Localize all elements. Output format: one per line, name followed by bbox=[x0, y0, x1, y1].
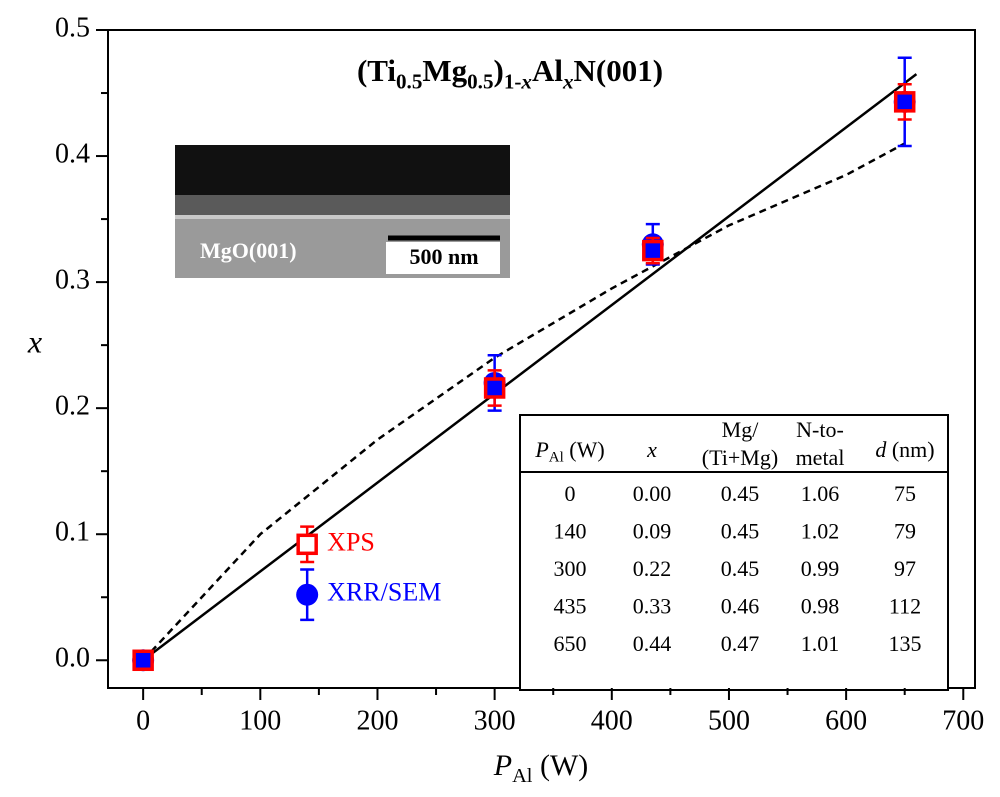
x-tick-label: 400 bbox=[591, 705, 633, 736]
table-cell: 0.46 bbox=[721, 594, 760, 619]
table-header: PAl (W) bbox=[534, 437, 604, 466]
sem-inset: MgO(001) 500 nm bbox=[175, 145, 510, 278]
text-part: P bbox=[493, 749, 512, 782]
table-cell: 135 bbox=[889, 631, 922, 656]
table-cell: 79 bbox=[894, 519, 916, 544]
table-cell: 0.47 bbox=[721, 631, 760, 656]
inset-interface bbox=[175, 215, 510, 219]
text-part: N(001) bbox=[573, 53, 663, 88]
dashed-line bbox=[142, 142, 906, 662]
text-part: d bbox=[875, 437, 887, 462]
text-part: ) bbox=[494, 53, 504, 88]
table-cell: 0.98 bbox=[801, 594, 840, 619]
y-tick-label: 0.5 bbox=[55, 12, 90, 43]
table-cell: 0 bbox=[565, 481, 576, 506]
x-tick-label: 200 bbox=[356, 705, 398, 736]
y-tick-label: 0.3 bbox=[55, 265, 90, 296]
point bbox=[893, 91, 916, 113]
point bbox=[296, 583, 319, 606]
x-axis-label: PAl (W) bbox=[493, 749, 589, 787]
x-tick-label: 700 bbox=[942, 705, 984, 736]
table-header: d (nm) bbox=[875, 437, 934, 462]
x-tick-label: 300 bbox=[474, 705, 516, 736]
table-cell: 0.33 bbox=[633, 594, 672, 619]
text-part: (W) bbox=[569, 437, 604, 462]
text-part: Al bbox=[532, 53, 563, 88]
point bbox=[296, 533, 318, 556]
inset-label: MgO(001) bbox=[200, 238, 297, 263]
text-part: 1- bbox=[504, 69, 522, 93]
x-tick-label: 100 bbox=[239, 705, 281, 736]
table-cell: 435 bbox=[554, 594, 587, 619]
text-part: Mg bbox=[422, 53, 467, 88]
table-cell: 97 bbox=[894, 556, 916, 581]
inset-vacuum bbox=[175, 145, 510, 195]
y-tick-label: 0.1 bbox=[55, 517, 90, 548]
scale-bar-bg bbox=[386, 242, 500, 274]
scale-bar-label: 500 nm bbox=[409, 244, 478, 269]
chart-title: (Ti0.5Mg0.5)1-xAlxN(001) bbox=[357, 53, 663, 93]
table-frame bbox=[519, 414, 949, 691]
table-header: N-to- bbox=[796, 417, 844, 442]
table-cell: 0.22 bbox=[633, 556, 672, 581]
table-cell: 0.45 bbox=[721, 481, 760, 506]
data-table: PAl (W) x Mg/ (Ti+Mg) N-to-metal d (nm) 0 0.00 0.4… bbox=[519, 414, 949, 691]
table-header: metal bbox=[796, 445, 845, 470]
text-part: x bbox=[562, 69, 574, 93]
point bbox=[132, 649, 154, 672]
text-part: 0.5 bbox=[396, 69, 422, 93]
text-part: (nm) bbox=[892, 437, 935, 462]
point bbox=[483, 377, 506, 399]
x-tick-label: 500 bbox=[708, 705, 750, 736]
table-cell: 0.45 bbox=[721, 556, 760, 581]
table-cell: 0.44 bbox=[633, 631, 672, 656]
text-part: P bbox=[534, 437, 548, 462]
y-tick-label: 0.4 bbox=[55, 138, 90, 169]
y-tick-label: 0.0 bbox=[55, 643, 90, 674]
table-cell: 140 bbox=[554, 519, 587, 544]
text-part: Al bbox=[512, 765, 533, 787]
table-cell: 300 bbox=[554, 556, 587, 581]
y-tick-label: 0.2 bbox=[55, 391, 90, 422]
table-cell: 1.02 bbox=[801, 519, 840, 544]
table-header: (Ti+Mg) bbox=[702, 445, 778, 470]
legend-label: XRR/SEM bbox=[327, 578, 441, 607]
table-cell: 0.00 bbox=[633, 481, 672, 506]
text-part: x bbox=[520, 69, 532, 93]
table-cell: 1.06 bbox=[801, 481, 840, 506]
text-part: x bbox=[646, 437, 657, 462]
table-cell: 650 bbox=[554, 631, 587, 656]
table-cell: 75 bbox=[894, 481, 916, 506]
x-tick-label: 0 bbox=[136, 705, 150, 736]
table-cell: 0.99 bbox=[801, 556, 840, 581]
table-cell: 1.01 bbox=[801, 631, 840, 656]
table-header: Mg/ bbox=[722, 417, 760, 442]
table-cell: 0.45 bbox=[721, 519, 760, 544]
table-cell: 112 bbox=[889, 594, 921, 619]
y-axis-label: x bbox=[27, 323, 42, 359]
table-header: x bbox=[646, 437, 657, 462]
table-cell: 0.09 bbox=[633, 519, 672, 544]
text-part: (W) bbox=[540, 749, 588, 782]
solid-line bbox=[142, 73, 918, 662]
text-part: 0.5 bbox=[467, 69, 493, 93]
legend-label: XPS bbox=[327, 527, 375, 556]
text-part: (Ti bbox=[357, 53, 396, 88]
point bbox=[642, 239, 664, 262]
text-part: Al bbox=[549, 450, 564, 466]
inset-film bbox=[175, 195, 510, 217]
x-tick-label: 600 bbox=[825, 705, 867, 736]
